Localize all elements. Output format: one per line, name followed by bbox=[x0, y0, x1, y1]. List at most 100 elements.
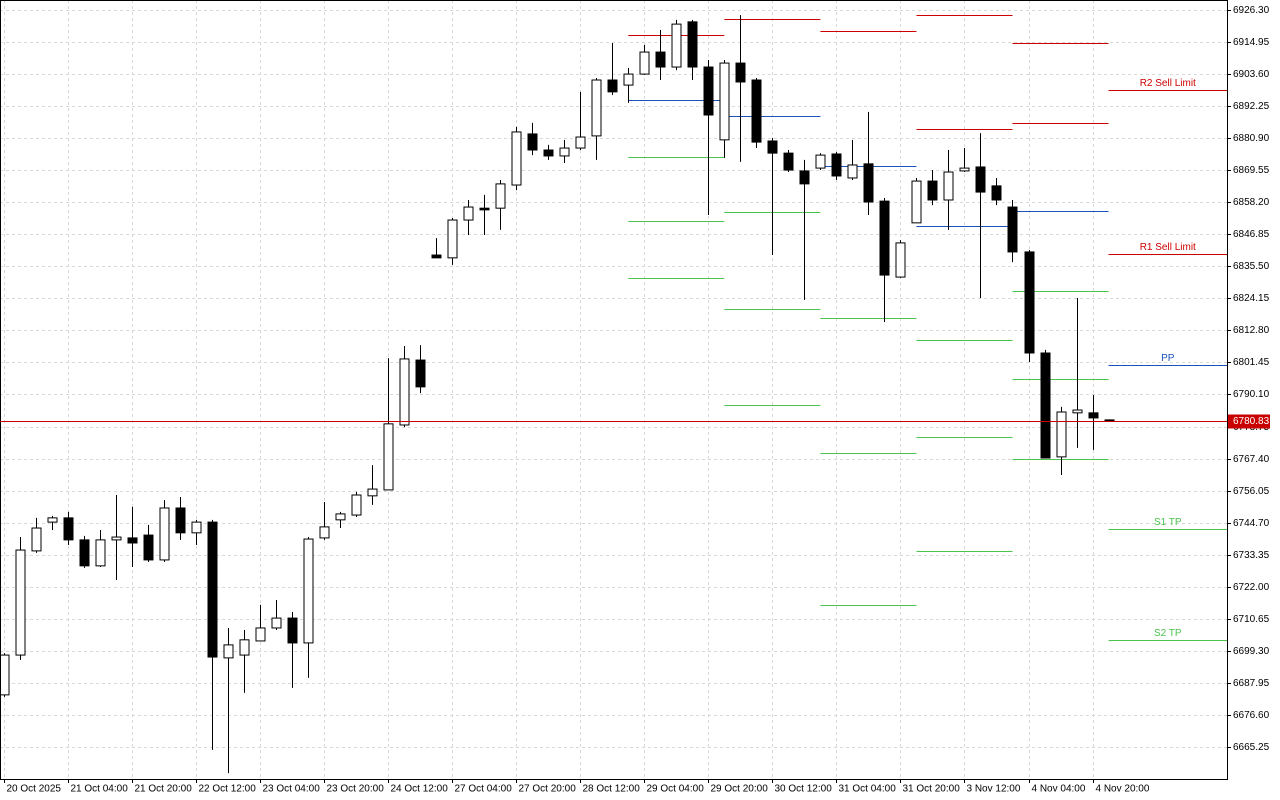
candle-body bbox=[1040, 352, 1051, 459]
candle-body bbox=[127, 537, 138, 544]
y-tick-label: 6926.30 bbox=[1233, 5, 1270, 16]
candle-body bbox=[575, 136, 586, 149]
x-tick-label: 3 Nov 12:00 bbox=[967, 784, 1021, 795]
y-tick-label: 6801.45 bbox=[1233, 357, 1270, 368]
candle-body bbox=[895, 242, 906, 278]
x-tick-label: 30 Oct 12:00 bbox=[775, 784, 833, 795]
candle-body bbox=[719, 62, 730, 141]
x-tick-label: 20 Oct 2025 bbox=[7, 784, 62, 795]
candle-body bbox=[1007, 206, 1018, 253]
level-label: R1 Sell Limit bbox=[1140, 242, 1196, 253]
current-price-box bbox=[1228, 414, 1270, 429]
candle-body bbox=[655, 51, 666, 68]
y-tick-label: 6790.10 bbox=[1233, 389, 1270, 400]
y-tick-label: 6767.40 bbox=[1233, 454, 1270, 465]
candle-body bbox=[239, 639, 250, 656]
y-tick-label: 6812.80 bbox=[1233, 325, 1270, 336]
candle-body bbox=[1072, 409, 1083, 414]
candle-body bbox=[735, 62, 746, 83]
candle-body bbox=[15, 549, 26, 656]
x-tick-label: 24 Oct 12:00 bbox=[391, 784, 449, 795]
x-tick-label: 31 Oct 04:00 bbox=[839, 784, 897, 795]
candle-body bbox=[319, 526, 330, 539]
candle-body bbox=[159, 507, 170, 561]
candle-body bbox=[751, 79, 762, 143]
candle-body bbox=[447, 219, 458, 259]
candle-body bbox=[463, 206, 474, 221]
x-tick-label: 27 Oct 04:00 bbox=[455, 784, 513, 795]
x-tick-label: 22 Oct 12:00 bbox=[199, 784, 257, 795]
candle-body bbox=[863, 163, 874, 203]
candle-body bbox=[191, 521, 202, 534]
candle-body bbox=[703, 66, 714, 116]
y-tick-label: 6914.95 bbox=[1233, 37, 1270, 48]
candle-body bbox=[799, 170, 810, 185]
x-tick-label: 21 Oct 20:00 bbox=[135, 784, 193, 795]
x-tick-label: 4 Nov 04:00 bbox=[1032, 784, 1086, 795]
candle-body bbox=[479, 207, 490, 211]
y-tick-label: 6722.00 bbox=[1233, 582, 1270, 593]
candle-body bbox=[287, 617, 298, 644]
plot-frame bbox=[0, 0, 1228, 780]
x-tick-label: 31 Oct 20:00 bbox=[903, 784, 961, 795]
candle-body bbox=[351, 494, 362, 516]
candle-body bbox=[543, 149, 554, 157]
x-tick-label: 29 Oct 04:00 bbox=[647, 784, 705, 795]
y-tick-label: 6903.60 bbox=[1233, 69, 1270, 80]
candle-body bbox=[143, 534, 154, 561]
candle-body bbox=[175, 507, 186, 534]
candle-body bbox=[687, 21, 698, 68]
candle-body bbox=[1024, 251, 1035, 354]
candle-body bbox=[623, 73, 634, 86]
candle-body bbox=[639, 51, 650, 75]
grid bbox=[0, 0, 1227, 779]
candle-body bbox=[79, 539, 90, 567]
y-tick-label: 6710.65 bbox=[1233, 614, 1270, 625]
candle-body bbox=[383, 423, 394, 491]
x-tick-label: 21 Oct 04:00 bbox=[71, 784, 129, 795]
candle-body bbox=[671, 23, 682, 68]
candle-body bbox=[879, 200, 890, 276]
candle-body bbox=[927, 180, 938, 201]
candle-body bbox=[255, 627, 266, 642]
candle-body bbox=[767, 140, 778, 154]
overlay: 6780.83 bbox=[0, 414, 1270, 429]
y-tick-label: 6846.85 bbox=[1233, 229, 1270, 240]
candle-body bbox=[207, 521, 218, 658]
y-tick-label: 6835.50 bbox=[1233, 261, 1270, 272]
candle-body bbox=[783, 152, 794, 171]
level-label: S2 TP bbox=[1154, 628, 1182, 639]
candle-body bbox=[47, 517, 58, 523]
candle-body bbox=[111, 536, 122, 541]
candle-body bbox=[943, 171, 954, 201]
x-tick-label: 29 Oct 20:00 bbox=[711, 784, 769, 795]
candle-body bbox=[607, 79, 618, 93]
candle-body bbox=[1104, 419, 1115, 422]
y-tick-label: 6892.25 bbox=[1233, 101, 1270, 112]
y-tick-label: 6858.20 bbox=[1233, 197, 1270, 208]
candle-body bbox=[911, 180, 922, 224]
level-label: S1 TP bbox=[1154, 517, 1182, 528]
y-tick-label: 6733.35 bbox=[1233, 550, 1270, 561]
candle-body bbox=[1056, 411, 1067, 458]
x-tick-label: 23 Oct 20:00 bbox=[327, 784, 385, 795]
candle-body bbox=[959, 167, 970, 172]
candle-body bbox=[271, 617, 282, 629]
y-tick-label: 6824.15 bbox=[1233, 293, 1270, 304]
candle-body bbox=[303, 538, 314, 644]
candle-body bbox=[511, 131, 522, 186]
candle-body bbox=[815, 154, 826, 169]
level-label: R2 Sell Limit bbox=[1140, 78, 1196, 89]
x-tick-label: 28 Oct 12:00 bbox=[583, 784, 641, 795]
y-tick-label: 6869.55 bbox=[1233, 165, 1270, 176]
candle-body bbox=[95, 539, 106, 567]
candle-body bbox=[367, 488, 378, 497]
candle-body bbox=[223, 644, 234, 659]
candle-body bbox=[335, 513, 346, 521]
y-tick-label: 6744.70 bbox=[1233, 518, 1270, 529]
y-tick-label: 6756.05 bbox=[1233, 486, 1270, 497]
candle-body bbox=[591, 79, 602, 137]
